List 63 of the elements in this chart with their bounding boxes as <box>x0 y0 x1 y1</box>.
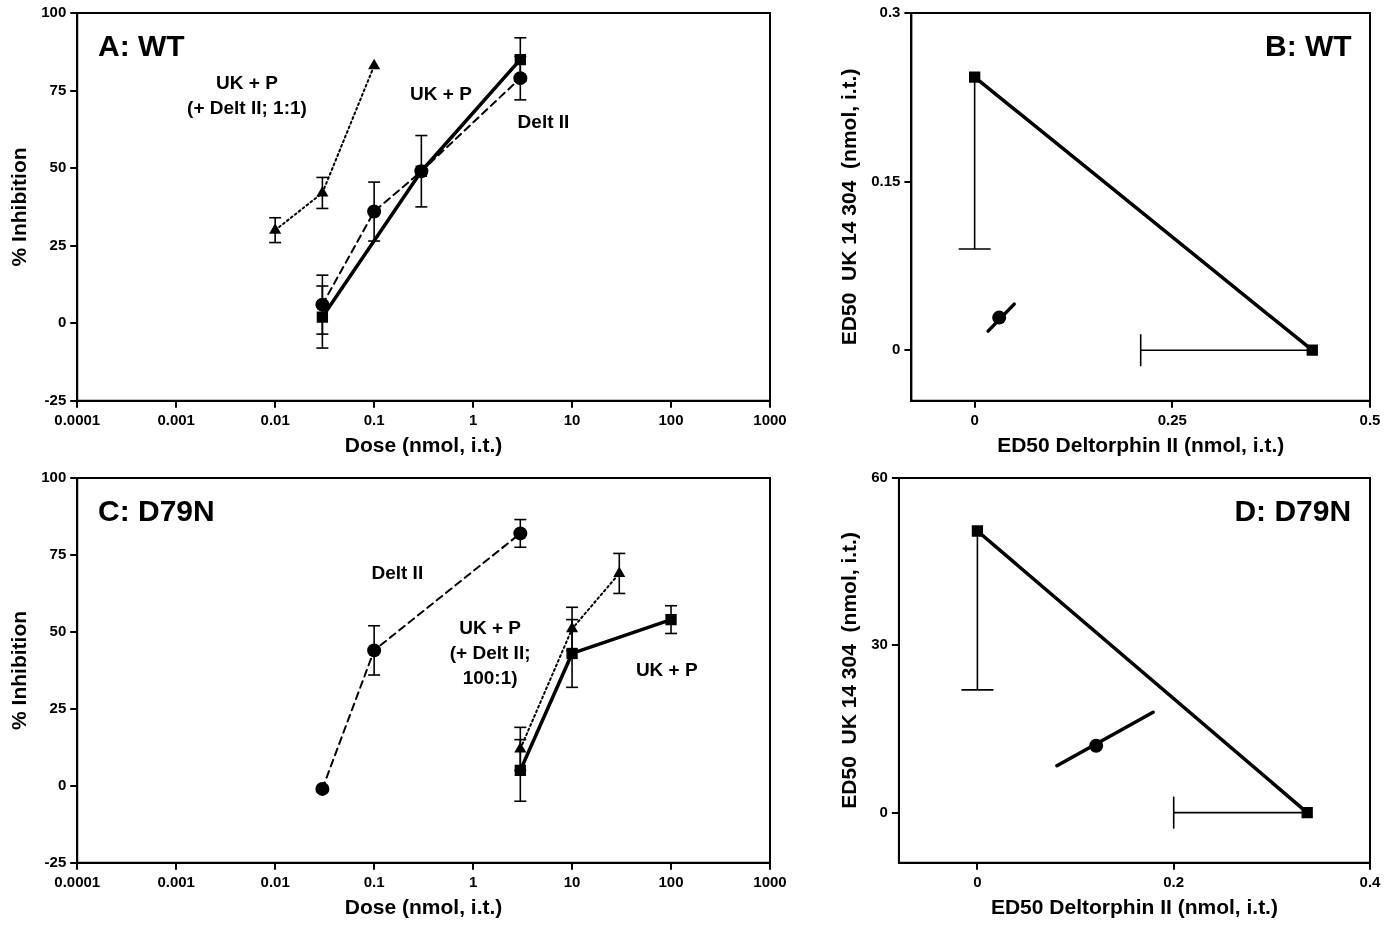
x-tick-label: 0.1 <box>363 410 385 428</box>
x-tick-label: 0 <box>970 410 979 428</box>
text: C: D79N <box>98 493 215 527</box>
point <box>968 71 981 83</box>
y-tick-label: -25 <box>44 852 67 870</box>
x-tick-label: 0.01 <box>260 410 290 428</box>
series-label: Delt II <box>371 562 424 584</box>
y-tick-label: 0 <box>892 340 901 358</box>
x-tick-label: 1 <box>468 410 478 428</box>
y-tick-label: 50 <box>49 158 67 176</box>
x-tick-label: 0.0001 <box>54 872 101 890</box>
text: B: WT <box>1265 29 1352 63</box>
x-axis-title: Dose (nmol, i.t.) <box>344 895 503 919</box>
x-tick-label: 1000 <box>753 410 787 428</box>
x-tick-label: 10 <box>563 410 581 428</box>
series-label: Delt II <box>517 110 570 132</box>
y-axis-title: % Inhibition <box>7 610 31 730</box>
x-axis-title: ED50 Deltorphin II (nmol, i.t.) <box>997 433 1285 457</box>
y-axis-title: ED50 UK 14 304 (nmol, i.t.) <box>837 532 861 809</box>
x-tick-label: 0.1 <box>363 872 385 890</box>
y-tick-label: 0.15 <box>871 171 901 189</box>
y-tick-label: 0 <box>57 775 67 793</box>
text: D: D79N <box>1234 493 1352 527</box>
x-axis-title: ED50 Deltorphin II (nmol, i.t.) <box>990 895 1278 919</box>
x-axis-title: Dose (nmol, i.t.) <box>344 433 503 457</box>
x-tick-label: 0.2 <box>1163 872 1185 890</box>
x-tick-label: 0 <box>973 872 982 890</box>
point <box>1301 806 1313 819</box>
x-tick-label: 100 <box>658 410 684 428</box>
y-tick-label: 75 <box>49 80 67 98</box>
x-tick-label: 0.4 <box>1359 872 1382 890</box>
text: UK + P (+ Delt II; 1:1) <box>187 72 307 119</box>
x-tick-label: 0.01 <box>260 872 290 890</box>
y-tick-label: 25 <box>49 235 67 253</box>
y-tick-label: 60 <box>871 468 888 486</box>
y-tick-label: 0 <box>57 313 67 331</box>
y-tick-label: 50 <box>49 622 67 640</box>
x-tick-label: 0.001 <box>157 872 195 890</box>
y-axis-title: % Inhibition <box>7 147 31 267</box>
x-tick-label: 100 <box>658 872 684 890</box>
series-label: UK + P (+ Delt II; 100:1) <box>449 617 531 689</box>
x-tick-label: 0.25 <box>1157 410 1187 428</box>
x-tick-label: 0.001 <box>157 410 195 428</box>
y-tick-label: 30 <box>871 635 888 653</box>
x-tick-label: 10 <box>563 872 581 890</box>
y-tick-label: 0 <box>879 802 888 820</box>
x-tick-label: 1000 <box>753 872 787 890</box>
y-tick-label: 100 <box>41 3 67 21</box>
point <box>1089 738 1104 753</box>
point <box>971 525 984 537</box>
y-tick-label: 25 <box>49 699 67 717</box>
y-tick-label: -25 <box>44 390 67 408</box>
x-tick-label: 0.5 <box>1359 410 1381 428</box>
y-axis-title: ED50 UK 14 304 (nmol, i.t.) <box>837 68 861 346</box>
text: A: WT <box>98 29 185 63</box>
series-label: UK + P <box>410 82 473 104</box>
y-tick-label: 0.3 <box>879 3 901 21</box>
x-tick-label: 0.0001 <box>54 410 101 428</box>
series-label: UK + P <box>635 658 698 680</box>
y-tick-label: 75 <box>49 545 67 563</box>
point <box>992 310 1007 325</box>
x-tick-label: 1 <box>468 872 478 890</box>
y-tick-label: 100 <box>41 468 67 486</box>
